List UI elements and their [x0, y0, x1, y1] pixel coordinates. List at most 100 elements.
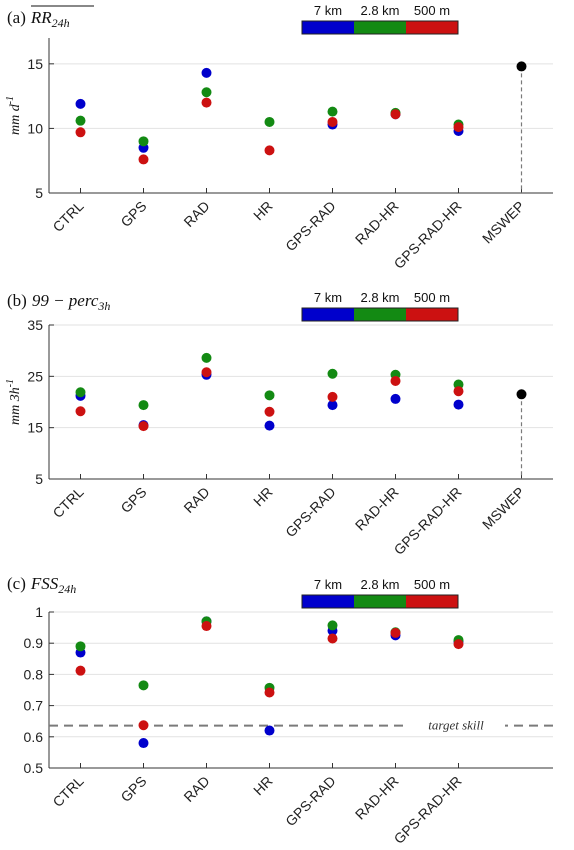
legend-swatch-a-red [406, 21, 458, 34]
point-b-red-ctrl [75, 406, 86, 417]
point-a-blue-ctrl [75, 98, 86, 109]
point-b-red-gps-rad [327, 391, 338, 402]
point-b-blue-gps-rad-hr [453, 399, 464, 410]
x-tick-label-c-6: GPS-RAD-HR [391, 773, 465, 847]
point-a-red-rad [201, 97, 212, 108]
legend-swatch-c-blue [302, 595, 354, 608]
x-tick-label-c-2: RAD [180, 773, 212, 805]
legend-swatch-c-green [354, 595, 406, 608]
point-c-blue-hr [264, 725, 275, 736]
point-b-mswep [516, 389, 527, 400]
x-tick-label-a-5: RAD-HR [352, 198, 402, 248]
legend-swatch-b-green [354, 308, 406, 321]
point-c-blue-gps [138, 738, 149, 749]
x-tick-label-b-4: GPS-RAD [282, 484, 338, 540]
y-tick-label-b-1: 15 [27, 420, 43, 436]
x-tick-label-a-4: GPS-RAD [282, 198, 338, 254]
y-axis-label-main-a: mm d [8, 103, 23, 135]
legend-swatch-a-green [354, 21, 406, 34]
y-tick-label-c-4: 0.9 [24, 635, 44, 651]
legend-frame-b [301, 307, 459, 322]
y-tick-label-b-0: 5 [35, 471, 43, 487]
point-c-green-gps [138, 680, 149, 691]
y-tick-label-b-3: 35 [27, 317, 43, 333]
target-skill-label: target skill [428, 718, 484, 733]
legend-label-b-2: 500 m [414, 290, 450, 305]
x-tick-label-a-6: GPS-RAD-HR [391, 198, 465, 272]
x-tick-label-c-1: GPS [117, 773, 149, 805]
x-tick-label-a-1: GPS [117, 198, 149, 230]
x-tick-label-c-4: GPS-RAD [282, 773, 338, 829]
target-skill-label-bg [407, 715, 505, 734]
y-axis-label-sup-b: -1 [5, 379, 16, 387]
point-a-red-ctrl [75, 127, 86, 138]
point-c-green-gps-rad [327, 620, 338, 631]
point-a-green-gps-rad [327, 106, 338, 117]
chart-title-prefix-c: (c) [7, 574, 26, 593]
x-tick-label-b-7: MSWEP [479, 484, 528, 533]
chart-a-svg: 5 10 15 CTRL GPS RAD HR GPS-RAD RAD-HRGPS-RAD-HR… [5, 3, 553, 272]
point-a-green-rad [201, 87, 212, 98]
point-b-blue-hr [264, 420, 275, 431]
point-b-green-ctrl [75, 387, 86, 398]
x-tick-label-a-7: MSWEP [479, 198, 528, 247]
chart-title-sub-b: 3h [97, 299, 110, 313]
point-a-green-gps [138, 136, 149, 147]
legend-label-c-1: 2.8 km [360, 577, 399, 592]
point-b-green-gps [138, 400, 149, 411]
legend-swatch-b-blue [302, 308, 354, 321]
y-axis-label-a: mm d-1 [5, 96, 23, 135]
x-tick-label-c-0: CTRL [49, 773, 86, 810]
point-b-red-rad [201, 367, 212, 378]
chart-panel-c: 0.5 0.6 0.7 0.8 0.9 1 CTRL GPS RAD HR GPS-RAD RAD-H… [0, 566, 574, 849]
point-b-red-rad-hr [390, 375, 401, 386]
x-tick-label-b-0: CTRL [49, 484, 86, 521]
point-a-red-gps-rad [327, 116, 338, 127]
chart-title-sub-c: 24h [58, 582, 76, 596]
point-c-red-hr [264, 687, 275, 698]
point-a-red-gps [138, 154, 149, 165]
point-a-red-gps-rad-hr [453, 122, 464, 133]
x-tick-label-a-3: HR [250, 198, 276, 224]
legend-frame-c [301, 594, 459, 609]
x-tick-label-c-5: RAD-HR [352, 773, 402, 823]
chart-title-main-a: RR [30, 8, 52, 27]
x-tick-label-c-3: HR [250, 773, 276, 799]
y-tick-label-a-2: 15 [27, 56, 43, 72]
x-tick-label-b-2: RAD [180, 484, 212, 516]
y-tick-label-c-5: 1 [35, 604, 43, 620]
point-b-green-hr [264, 390, 275, 401]
legend-swatch-b-red [406, 308, 458, 321]
legend-label-b-1: 2.8 km [360, 290, 399, 305]
y-tick-label-a-0: 5 [35, 185, 43, 201]
point-a-red-rad-hr [390, 109, 401, 120]
point-b-blue-rad-hr [390, 393, 401, 404]
y-axis-label-main-b: mm 3h [8, 387, 23, 425]
legend-label-a-2: 500 m [414, 3, 450, 18]
x-tick-label-a-0: CTRL [49, 198, 86, 235]
point-c-red-gps [138, 720, 149, 731]
point-a-green-ctrl [75, 115, 86, 126]
point-c-red-gps-rad [327, 633, 338, 644]
legend-label-a-1: 2.8 km [360, 3, 399, 18]
legend-label-b-0: 7 km [314, 290, 342, 305]
legend-label-c-2: 500 m [414, 577, 450, 592]
legend-label-c-0: 7 km [314, 577, 342, 592]
chart-title-prefix-a: (a) [7, 8, 26, 27]
chart-title-c: (c) FSS24h [7, 574, 76, 596]
chart-panel-a: 5 10 15 CTRL GPS RAD HR GPS-RAD RAD-HR GPS-RAD-HR… [0, 0, 574, 283]
chart-title-prefix-b: (b) [7, 291, 27, 310]
point-a-red-hr [264, 145, 275, 156]
chart-b-svg: 5 15 25 35 CTRL GPS RAD HR GPS-RAD RAD-HRGPS-RAD-… [5, 290, 553, 558]
point-b-blue-gps-rad [327, 400, 338, 411]
y-axis-label-sup-a: -1 [5, 96, 16, 104]
point-a-mswep [516, 61, 527, 72]
y-tick-label-c-0: 0.5 [24, 760, 44, 776]
point-b-green-rad [201, 352, 212, 363]
chart-title-main-b: 99 − perc [32, 291, 99, 310]
y-tick-label-c-1: 0.6 [24, 729, 44, 745]
point-c-red-rad-hr [390, 627, 401, 638]
point-b-red-gps-rad-hr [453, 386, 464, 397]
x-tick-label-b-3: HR [250, 484, 276, 510]
legend-swatch-c-red [406, 595, 458, 608]
